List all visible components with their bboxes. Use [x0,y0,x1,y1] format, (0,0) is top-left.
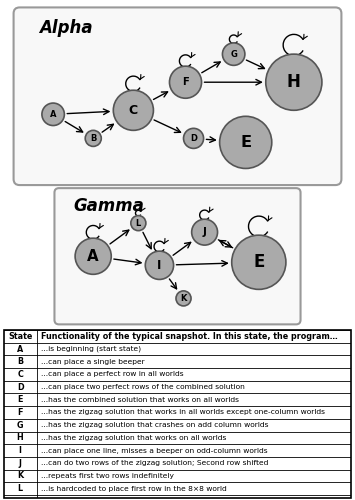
Text: F: F [182,77,189,87]
Circle shape [169,66,202,98]
Text: Functionality of the typical snapshot. In this state, the program…: Functionality of the typical snapshot. I… [41,332,338,341]
Text: ...has the zigzag solution that works in all worlds except one-column worlds: ...has the zigzag solution that works in… [41,410,325,416]
Text: D: D [17,382,23,392]
Text: ...can place a single beeper: ...can place a single beeper [41,358,144,364]
Text: K: K [17,472,23,480]
Circle shape [131,216,146,230]
Circle shape [75,238,111,275]
Text: L: L [17,484,23,493]
Circle shape [266,54,322,110]
Text: Gamma: Gamma [74,196,145,214]
Circle shape [184,128,203,148]
Circle shape [85,130,101,146]
Text: ...is hardcoded to place first row in the 8×8 world: ...is hardcoded to place first row in th… [41,486,226,492]
Text: A: A [17,344,23,354]
FancyBboxPatch shape [13,8,342,185]
Text: E: E [240,135,251,150]
Circle shape [223,43,245,66]
Circle shape [145,251,174,280]
Text: ...is beginning (start state): ...is beginning (start state) [41,346,141,352]
Circle shape [192,219,218,245]
Text: Alpha: Alpha [39,18,93,36]
Text: L: L [136,218,141,228]
Text: ...can do two rows of the zigzag solution; Second row shifted: ...can do two rows of the zigzag solutio… [41,460,268,466]
Text: ...can place a perfect row in all worlds: ...can place a perfect row in all worlds [41,372,184,378]
Circle shape [42,103,64,126]
Text: ...has the combined solution that works on all worlds: ...has the combined solution that works … [41,397,239,403]
Circle shape [113,90,153,130]
Text: K: K [180,294,187,303]
Text: ...has the zigzag solution that crashes on add column worlds: ...has the zigzag solution that crashes … [41,422,268,428]
Text: I: I [157,259,162,272]
Text: C: C [17,370,23,379]
Text: ...has the zigzag solution that works on all worlds: ...has the zigzag solution that works on… [41,435,226,441]
Circle shape [232,235,286,290]
Text: A: A [87,248,99,264]
Circle shape [176,291,191,306]
Text: D: D [190,134,197,143]
Text: J: J [18,458,22,468]
Text: ...can place two perfect rows of the combined solution: ...can place two perfect rows of the com… [41,384,245,390]
Text: G: G [230,50,237,58]
Text: A: A [50,110,56,119]
Text: State: State [8,332,32,341]
Text: H: H [17,434,23,442]
Text: F: F [17,408,23,417]
Text: B: B [17,357,23,366]
Circle shape [220,116,272,168]
Text: B: B [90,134,97,143]
FancyBboxPatch shape [54,188,301,324]
Text: I: I [18,446,22,455]
Text: J: J [203,227,207,237]
Text: ...can place one line, misses a beeper on odd-column worlds: ...can place one line, misses a beeper o… [41,448,267,454]
Text: E: E [253,254,264,272]
Text: ...repeats first two rows indefinitely: ...repeats first two rows indefinitely [41,473,174,479]
Text: G: G [17,420,23,430]
Text: H: H [287,73,301,91]
Text: E: E [17,396,23,404]
Text: C: C [129,104,138,117]
